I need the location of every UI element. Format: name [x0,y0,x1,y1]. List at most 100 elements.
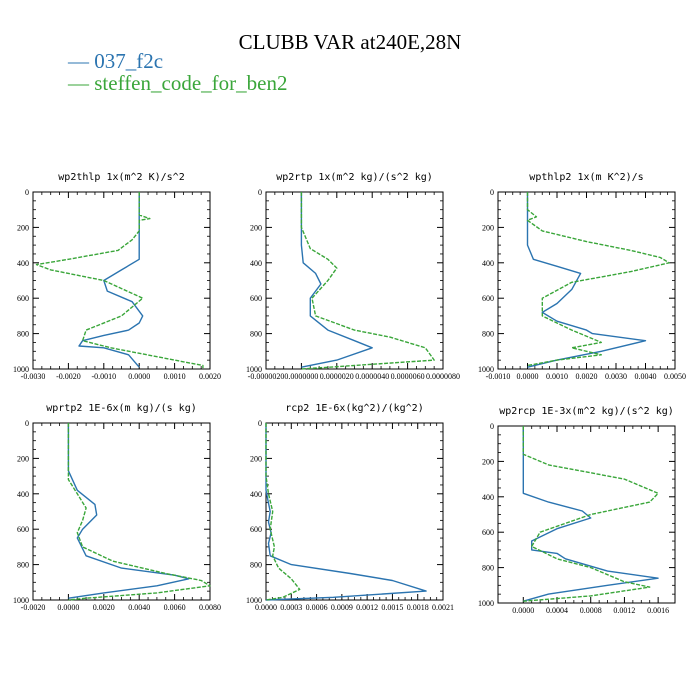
x-tick-label: -0.0000020 [248,372,285,381]
y-tick-label: 200 [250,454,262,463]
y-tick-label: 800 [482,330,494,339]
y-tick-label: 1000 [246,365,262,374]
chart-title: wp2rtp 1x(m^2 kg)/(s^2 kg) [276,172,433,183]
series-line-steffen [526,192,670,367]
legend-item-037-f2c: — 037_f2c [68,49,163,74]
x-tick-label: 0.0006 [306,603,328,612]
y-tick-label: 800 [482,564,494,573]
plot-frame [497,191,676,370]
x-tick-label: 0.0004 [546,606,568,615]
y-tick-label: 600 [482,528,494,537]
chart-title: wp2thlp 1x(m^2 K)/s^2 [58,172,184,183]
x-tick-label: -0.0020 [21,603,46,612]
y-tick-label: 0 [490,188,494,197]
y-tick-label: 0 [25,188,29,197]
series-line-037-f2c [67,423,190,599]
x-tick-label: 0.0010 [164,372,186,381]
x-tick-label: 0.0008 [580,606,602,615]
series-line-037-f2c [265,423,427,601]
x-tick-label: 0.0020 [576,372,598,381]
y-tick-label: 200 [17,223,29,232]
y-tick-label: 600 [250,294,262,303]
x-tick-label: 0.0050 [664,372,686,381]
series-line-steffen [35,192,204,369]
y-tick-label: 600 [250,525,262,534]
series-line-steffen [67,423,211,601]
chart-panel-6: wp2rcp 1E-3x(m^2 kg)/(s^2 kg) 0 200 400 600 8… [478,406,676,615]
y-tick-label: 800 [17,330,29,339]
chart-panel-4: wprtp2 1E-6x(m kg)/(s kg) 0 200 400 600 800 10… [13,403,221,612]
y-tick-label: 600 [482,294,494,303]
x-tick-label: -0.0030 [21,372,46,381]
x-tick-label: 0.0000 [57,603,79,612]
x-tick-label: 0.0040 [635,372,657,381]
chart-panel-2: wp2rtp 1x(m^2 kg)/(s^2 kg) 0 200 400 600 800 1… [246,172,460,381]
x-tick-label: 0.0000080 [426,372,460,381]
x-tick-label: 0.0021 [432,603,454,612]
y-tick-label: 600 [17,525,29,534]
series-line-steffen [300,192,435,370]
x-tick-label: 0.0009 [331,603,353,612]
plot-frame [265,191,444,370]
x-tick-label: -0.0010 [486,372,511,381]
chart-title: rcp2 1E-6x(kg^2)/(kg^2) [285,403,423,414]
y-tick-label: 200 [250,223,262,232]
chart-panel-5: rcp2 1E-6x(kg^2)/(kg^2) 0 200 400 600 800 1000… [246,403,454,612]
y-tick-label: 400 [482,259,494,268]
plot-frame [32,191,211,370]
y-tick-label: 400 [250,490,262,499]
y-tick-label: 800 [17,561,29,570]
y-tick-label: 400 [482,493,494,502]
series-line-037-f2c [300,192,373,368]
y-tick-label: 0 [25,419,29,428]
y-tick-label: 0 [258,188,262,197]
y-tick-label: 200 [482,457,494,466]
series-line-steffen [265,423,301,601]
y-tick-label: 1000 [478,365,494,374]
x-tick-label: 0.0000060 [391,372,425,381]
series-line-037-f2c [78,192,144,368]
y-tick-label: 1000 [13,596,29,605]
y-tick-label: 0 [490,422,494,431]
series-line-steffen [522,426,659,602]
plot-frame [265,422,444,601]
x-tick-label: 0.0018 [407,603,429,612]
chart-title: wpthlp2 1x(m K^2)/s [529,172,643,183]
y-tick-label: 1000 [478,599,494,608]
y-tick-label: 800 [250,330,262,339]
chart-panel-3: wpthlp2 1x(m K^2)/s 0 200 400 600 800 1000-0.0… [478,172,686,381]
legend-label-037-f2c: 037_f2c [94,49,164,73]
x-tick-label: 0.0000040 [355,372,389,381]
x-tick-label: 0.0015 [381,603,403,612]
y-tick-label: 400 [250,259,262,268]
y-tick-label: 600 [17,294,29,303]
legend-dash-steffen: — [68,71,89,95]
legend-label-steffen: steffen_code_for_ben2 [94,71,288,95]
chart-title: wp2rcp 1E-3x(m^2 kg)/(s^2 kg) [499,406,674,417]
x-tick-label: 0.0020 [199,372,221,381]
y-tick-label: 0 [258,419,262,428]
x-tick-label: 0.0000 [517,372,539,381]
chart-panel-1: wp2thlp 1x(m^2 K)/s^202004006008001000-0… [13,172,221,381]
x-tick-label: 0.0010 [546,372,568,381]
chart-title: wprtp2 1E-6x(m kg)/(s kg) [46,403,197,414]
y-tick-label: 400 [17,259,29,268]
x-tick-label: 0.0000 [512,606,534,615]
x-tick-label: 0.0016 [647,606,669,615]
x-tick-label: 0.0080 [199,603,221,612]
x-tick-label: 0.0040 [128,603,150,612]
series-line-037-f2c [522,426,659,602]
x-tick-label: 0.0012 [613,606,635,615]
x-tick-label: 0.0020 [93,603,115,612]
y-tick-label: 400 [17,490,29,499]
y-tick-label: 200 [482,223,494,232]
y-tick-label: 1000 [13,365,29,374]
x-tick-label: 0.0003 [280,603,302,612]
page-title: CLUBB VAR at240E,28N [238,30,462,54]
y-tick-label: 200 [17,454,29,463]
x-tick-label: -0.0010 [91,372,116,381]
legend-dash-037-f2c: — [68,49,89,73]
x-tick-label: 0.0030 [605,372,627,381]
x-tick-label: 0.0000 [255,603,277,612]
